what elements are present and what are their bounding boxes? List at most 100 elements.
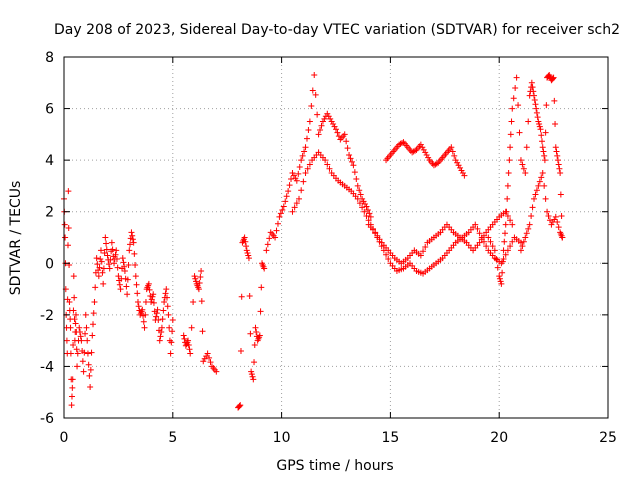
- data-point: [141, 324, 148, 331]
- data-point: [113, 247, 120, 254]
- data-point: [107, 256, 114, 263]
- data-point: [474, 225, 481, 232]
- data-point: [422, 243, 429, 250]
- data-point: [498, 280, 505, 287]
- data-points: [61, 72, 566, 411]
- data-point: [303, 135, 310, 142]
- data-point: [529, 204, 536, 211]
- data-point: [496, 273, 503, 280]
- data-point: [94, 261, 101, 268]
- data-point: [507, 217, 514, 224]
- data-point: [69, 384, 76, 391]
- data-point: [68, 402, 75, 409]
- data-point: [538, 138, 545, 145]
- data-point: [131, 250, 138, 257]
- data-point: [483, 243, 490, 250]
- data-point: [248, 368, 255, 375]
- data-point: [507, 243, 514, 250]
- data-point: [103, 246, 110, 253]
- data-point: [533, 105, 540, 112]
- data-point: [559, 234, 566, 241]
- data-point: [282, 198, 289, 205]
- data-point: [64, 242, 71, 249]
- data-point: [343, 138, 350, 145]
- data-point: [533, 187, 540, 194]
- data-point: [541, 152, 548, 159]
- data-point: [493, 255, 500, 262]
- data-point: [341, 131, 348, 138]
- data-point: [302, 144, 309, 151]
- data-point: [68, 393, 75, 400]
- data-point: [99, 269, 106, 276]
- data-point: [499, 269, 506, 276]
- data-point: [549, 75, 556, 82]
- data-point: [244, 249, 251, 256]
- data-point: [273, 227, 280, 234]
- x-tick-label: 5: [168, 430, 177, 446]
- data-point: [451, 152, 458, 159]
- data-point: [106, 265, 113, 272]
- data-point: [198, 298, 205, 305]
- data-point: [449, 148, 456, 155]
- data-point: [128, 229, 135, 236]
- data-point: [500, 255, 507, 262]
- data-point: [153, 313, 160, 320]
- data-point: [293, 177, 300, 184]
- data-point: [534, 114, 541, 121]
- data-point: [383, 251, 390, 258]
- data-point: [95, 267, 102, 274]
- data-point: [309, 87, 316, 94]
- data-point: [555, 161, 562, 168]
- data-point: [480, 232, 487, 239]
- data-point: [190, 298, 197, 305]
- data-point: [455, 162, 462, 169]
- data-point: [164, 303, 171, 310]
- data-point: [100, 280, 107, 287]
- chart-title: Day 208 of 2023, Sidereal Day-to-day VTE…: [54, 22, 620, 38]
- data-point: [499, 258, 506, 265]
- data-point: [324, 161, 331, 168]
- data-point: [454, 159, 461, 166]
- data-point: [76, 324, 83, 331]
- data-point: [545, 213, 552, 220]
- data-point: [85, 361, 92, 368]
- data-point: [98, 258, 105, 265]
- data-point: [399, 139, 406, 146]
- data-point: [476, 230, 483, 237]
- data-point: [459, 170, 466, 177]
- data-point: [301, 148, 308, 155]
- data-point: [213, 368, 220, 375]
- data-point: [117, 286, 124, 293]
- x-tick-label: 20: [490, 430, 508, 446]
- data-point: [100, 265, 107, 272]
- data-point: [263, 247, 270, 254]
- data-point: [419, 144, 426, 151]
- data-point: [97, 247, 104, 254]
- data-point: [525, 118, 532, 125]
- data-point: [130, 239, 137, 246]
- data-point: [298, 157, 305, 164]
- data-point: [531, 96, 538, 103]
- data-point: [353, 176, 360, 183]
- data-point: [124, 276, 131, 283]
- data-point: [72, 311, 79, 318]
- data-point: [525, 225, 532, 232]
- data-point: [509, 105, 516, 112]
- x-tick-label: 0: [60, 430, 69, 446]
- data-point: [417, 252, 424, 259]
- data-point: [290, 172, 297, 179]
- data-point: [78, 337, 85, 344]
- data-point: [192, 275, 199, 282]
- data-point: [71, 294, 78, 301]
- data-point: [299, 152, 306, 159]
- data-point: [200, 358, 207, 365]
- data-point: [108, 239, 115, 246]
- x-tick-label: 15: [381, 430, 399, 446]
- data-point: [61, 221, 68, 228]
- data-point: [261, 265, 268, 272]
- data-point: [150, 291, 157, 298]
- data-point: [350, 162, 357, 169]
- data-point: [302, 170, 309, 177]
- data-point: [292, 175, 299, 182]
